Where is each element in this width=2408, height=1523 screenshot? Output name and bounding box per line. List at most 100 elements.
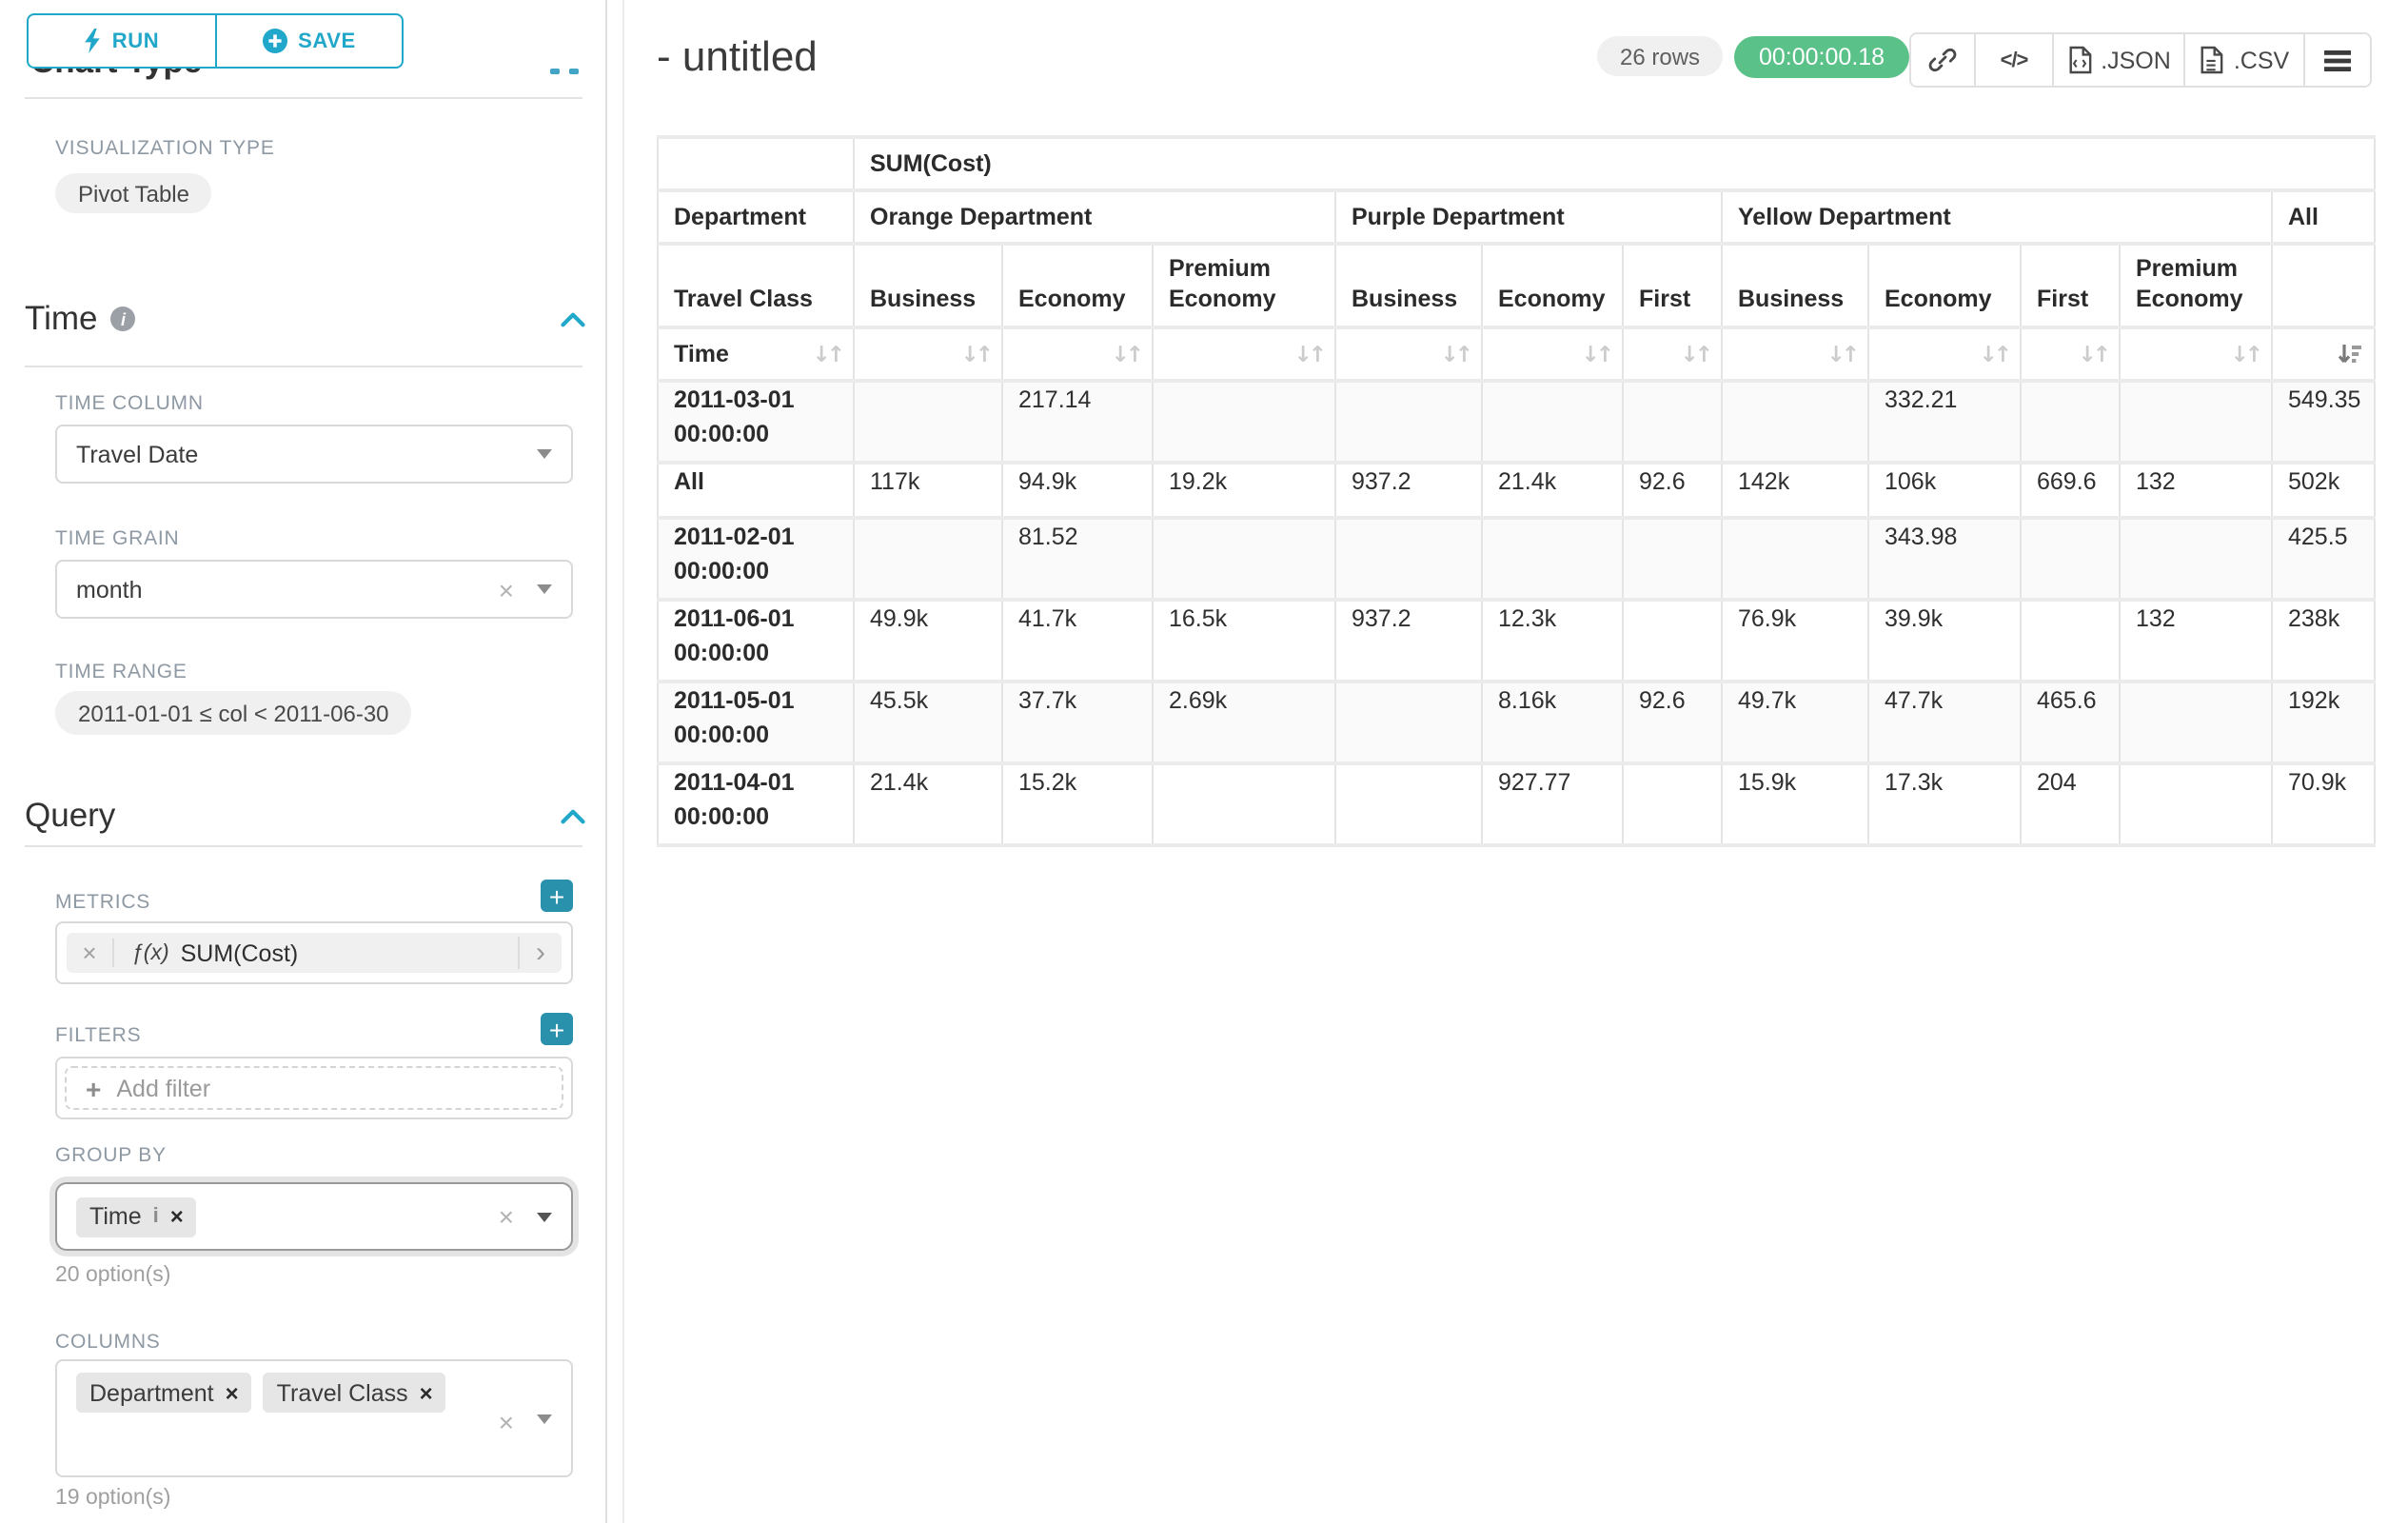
group-by-chip-time[interactable]: Time i × xyxy=(76,1197,197,1236)
sort-icon[interactable]: ↓↑ xyxy=(960,341,990,367)
add-filter-plus-button[interactable]: + xyxy=(541,1013,573,1045)
columns-select[interactable]: Department × Travel Class × × xyxy=(55,1359,573,1477)
pivot-row-label: All xyxy=(658,463,854,518)
sort-icon[interactable]: ↓↑ xyxy=(1111,341,1140,367)
pivot-column-sort-header[interactable]: ↓↑ xyxy=(2021,327,2120,381)
time-grain-select[interactable]: month × xyxy=(55,560,573,619)
pivot-value-cell: 117k xyxy=(854,463,1002,518)
pivot-column-sort-header[interactable]: ↓↑ xyxy=(1335,327,1482,381)
pivot-value-cell: 47.7k xyxy=(1868,682,2021,763)
column-info-icon[interactable]: i xyxy=(153,1205,159,1228)
pivot-value-cell: 927.77 xyxy=(1482,763,1623,845)
pivot-column-sort-header[interactable]: ↓↑ xyxy=(1722,327,1868,381)
metric-chip[interactable]: × ƒ(x) SUM(Cost) › xyxy=(67,933,562,973)
pivot-value-cell: 204 xyxy=(2021,763,2120,845)
columns-options-count: 19 option(s) xyxy=(55,1487,170,1510)
clear-icon[interactable]: × xyxy=(499,1201,514,1232)
more-options-button[interactable] xyxy=(2305,34,2370,86)
pivot-column-sort-header[interactable]: ↓↑ xyxy=(1153,327,1335,381)
pivot-class-header: Economy xyxy=(1868,244,2021,327)
columns-chip-department[interactable]: Department × xyxy=(76,1373,252,1413)
hamburger-menu-icon xyxy=(2324,49,2351,71)
sort-descending-active-icon[interactable] xyxy=(2338,342,2362,366)
pivot-group-header: Purple Department xyxy=(1335,190,1722,244)
pivot-value-cell: 39.9k xyxy=(1868,600,2021,682)
clear-icon[interactable]: × xyxy=(499,574,514,604)
add-filter-button[interactable]: + Add filter xyxy=(65,1066,563,1110)
remove-chip-icon[interactable]: × xyxy=(170,1203,184,1230)
pivot-value-cell: 8.16k xyxy=(1482,682,1623,763)
export-json-button[interactable]: .JSON xyxy=(2054,34,2185,86)
run-button[interactable]: RUN xyxy=(27,13,214,69)
visualization-type-pill[interactable]: Pivot Table xyxy=(55,173,212,213)
remove-chip-icon[interactable]: × xyxy=(226,1379,239,1406)
view-query-button[interactable]: </> xyxy=(1976,34,2054,86)
group-by-label: GROUP BY xyxy=(55,1144,167,1167)
sort-icon[interactable]: ↓↑ xyxy=(1440,341,1470,367)
chevron-right-icon[interactable]: › xyxy=(518,937,562,969)
pivot-column-sort-header[interactable]: ↓↑ xyxy=(1002,327,1153,381)
link-icon xyxy=(1928,46,1957,74)
copy-link-button[interactable] xyxy=(1911,34,1976,86)
filters-container: + Add filter xyxy=(55,1057,573,1119)
pivot-column-sort-header[interactable]: ↓↑ xyxy=(854,327,1002,381)
pivot-data-row: All117k94.9k19.2k937.221.4k92.6142k106k6… xyxy=(658,463,2375,518)
pivot-metric-header: SUM(Cost) xyxy=(854,137,2375,190)
sort-icon[interactable]: ↓↑ xyxy=(1293,341,1323,367)
pivot-value-cell: 192k xyxy=(2272,682,2375,763)
pivot-value-cell xyxy=(1722,381,1868,463)
pivot-value-cell xyxy=(1153,518,1335,600)
pivot-value-cell: 425.5 xyxy=(2272,518,2375,600)
sort-icon[interactable]: ↓↑ xyxy=(1979,341,2008,367)
remove-chip-icon[interactable]: × xyxy=(420,1379,433,1406)
export-action-group: </> .JSON .CSV xyxy=(1909,32,2372,88)
sort-icon[interactable]: ↓↑ xyxy=(1826,341,1856,367)
time-range-pill[interactable]: 2011-01-01 ≤ col < 2011-06-30 xyxy=(55,691,412,735)
time-column-select[interactable]: Travel Date xyxy=(55,425,573,484)
sort-icon[interactable]: ↓↑ xyxy=(1581,341,1610,367)
pivot-group-header: Orange Department xyxy=(854,190,1335,244)
pivot-value-cell xyxy=(1623,381,1722,463)
pivot-value-cell: 21.4k xyxy=(1482,463,1623,518)
time-grain-label: TIME GRAIN xyxy=(55,527,180,550)
chart-title[interactable]: - untitled xyxy=(657,32,818,82)
pivot-column-sort-header[interactable]: ↓↑ xyxy=(1623,327,1722,381)
sort-icon[interactable]: ↓↑ xyxy=(2078,341,2107,367)
collapse-chevron-up-icon[interactable] xyxy=(560,807,586,826)
save-button[interactable]: SAVE xyxy=(214,13,404,69)
sort-icon[interactable]: ↓↑ xyxy=(1680,341,1709,367)
pivot-value-cell: 19.2k xyxy=(1153,463,1335,518)
group-by-options-count: 20 option(s) xyxy=(55,1264,170,1287)
pivot-column-sort-header[interactable]: ↓↑ xyxy=(1868,327,2021,381)
pivot-value-cell: 41.7k xyxy=(1002,600,1153,682)
pivot-column-sort-header[interactable] xyxy=(2272,327,2375,381)
run-button-label: RUN xyxy=(112,30,159,52)
panel-divider xyxy=(622,0,624,1523)
pivot-column-sort-header[interactable]: ↓↑ xyxy=(2120,327,2272,381)
pivot-group-header: Yellow Department xyxy=(1722,190,2272,244)
pivot-class-header: First xyxy=(1623,244,1722,327)
columns-chip-travel-class[interactable]: Travel Class × xyxy=(264,1373,446,1413)
info-icon[interactable]: i xyxy=(111,307,136,331)
pivot-value-cell: 669.6 xyxy=(2021,463,2120,518)
pivot-column-sort-header[interactable]: ↓↑ xyxy=(1482,327,1623,381)
add-metric-button[interactable]: + xyxy=(541,880,573,912)
clear-icon[interactable]: × xyxy=(499,1407,514,1437)
export-csv-label: .CSV xyxy=(2234,47,2289,73)
time-column-value: Travel Date xyxy=(76,441,537,467)
group-by-select[interactable]: Time i × × xyxy=(55,1182,573,1251)
export-json-label: .JSON xyxy=(2101,47,2171,73)
pivot-time-sort-header[interactable]: Time↓↑ xyxy=(658,327,854,381)
time-section-header: Time i xyxy=(25,299,136,339)
save-button-label: SAVE xyxy=(298,30,356,52)
pivot-value-cell xyxy=(2120,763,2272,845)
pivot-value-cell xyxy=(1722,518,1868,600)
export-csv-button[interactable]: .CSV xyxy=(2185,34,2305,86)
time-grain-value: month xyxy=(76,576,499,603)
remove-metric-icon[interactable]: × xyxy=(67,939,114,967)
sort-icon[interactable]: ↓↑ xyxy=(2230,341,2260,367)
pivot-data-row: 2011-05-01 00:00:0045.5k37.7k2.69k8.16k9… xyxy=(658,682,2375,763)
collapse-chevron-up-icon[interactable] xyxy=(560,310,586,329)
pivot-value-cell: 332.21 xyxy=(1868,381,2021,463)
sort-icon[interactable]: ↓↑ xyxy=(812,341,841,367)
